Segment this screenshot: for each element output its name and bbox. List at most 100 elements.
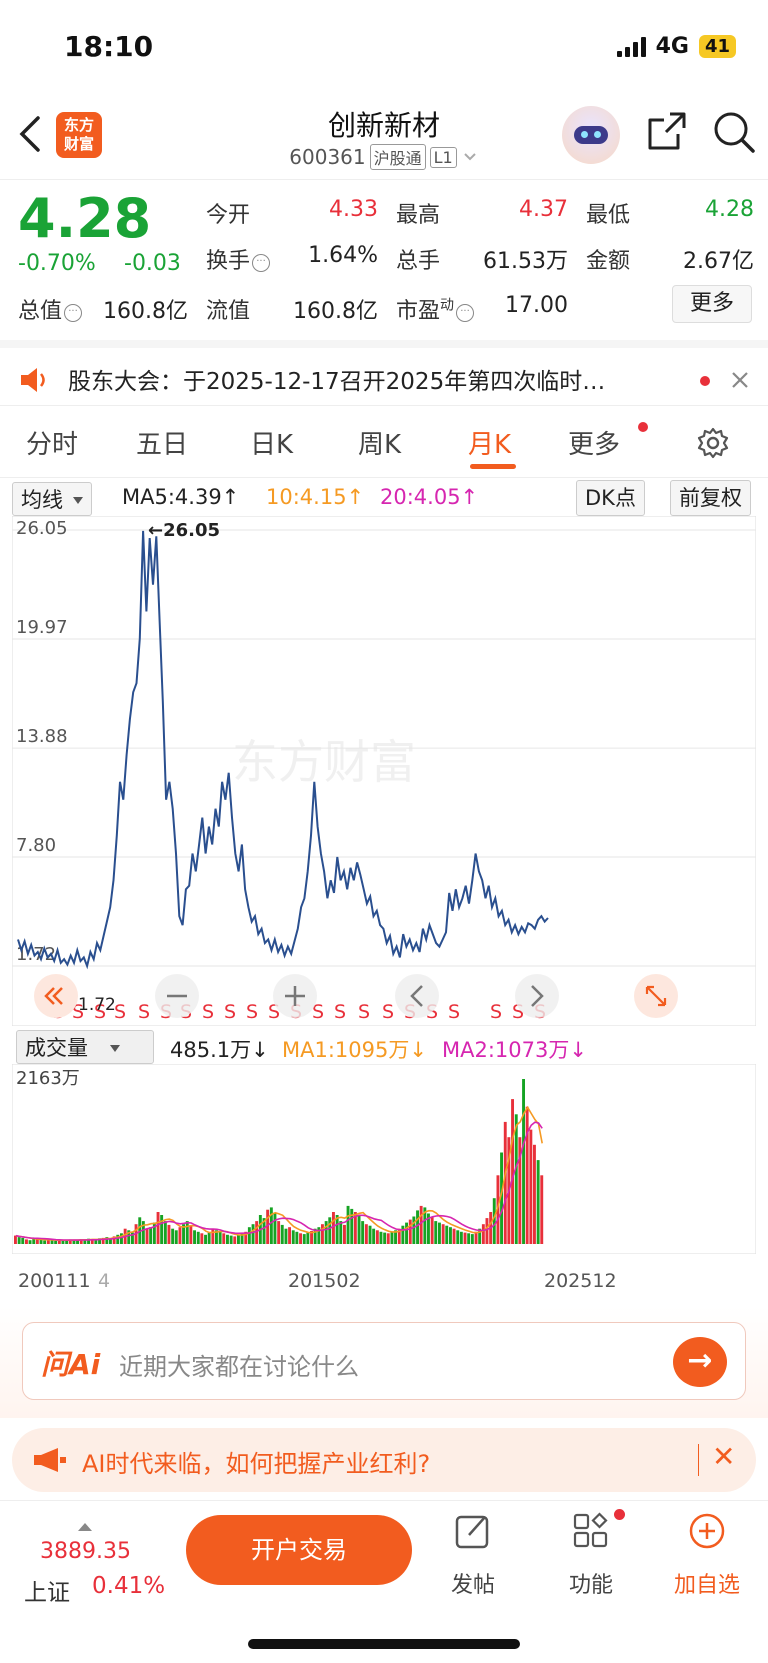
volume-bar bbox=[72, 1240, 76, 1244]
search-icon[interactable] bbox=[712, 110, 756, 154]
promo-divider bbox=[698, 1444, 699, 1476]
share-icon[interactable] bbox=[646, 110, 688, 152]
volume-bar bbox=[394, 1230, 397, 1244]
sell-marker: S bbox=[312, 1001, 324, 1023]
scroll-left-button[interactable] bbox=[34, 974, 78, 1018]
fullscreen-button[interactable] bbox=[634, 974, 678, 1018]
volume-bar bbox=[255, 1221, 259, 1244]
scroll-next-button[interactable] bbox=[515, 974, 559, 1018]
ai-ask-box[interactable]: 问Ai 近期大家都在讨论什么 → bbox=[22, 1322, 746, 1400]
announcement-bar[interactable]: 股东大会：于2025-12-17召开2025年第四次临时… bbox=[0, 340, 768, 406]
chevron-down-icon[interactable] bbox=[461, 151, 479, 163]
max-price-label: ←26.05 bbox=[148, 520, 220, 541]
volume-bar bbox=[156, 1212, 160, 1244]
volume-bar bbox=[310, 1231, 313, 1244]
arrow-right-icon[interactable]: → bbox=[673, 1337, 727, 1387]
volume-bar bbox=[379, 1231, 383, 1244]
scroll-prev-button[interactable] bbox=[395, 974, 439, 1018]
volume-bar bbox=[368, 1225, 372, 1244]
volume-bar bbox=[459, 1231, 463, 1244]
eastmoney-logo[interactable]: 东方 财富 bbox=[56, 112, 102, 158]
turnover-label: 换手 ··· bbox=[206, 243, 271, 275]
volume-ma1: MA1:1095万↓ bbox=[282, 1038, 427, 1062]
volume-bar bbox=[511, 1099, 514, 1244]
open-account-trade-button[interactable]: 开户交易 bbox=[186, 1515, 412, 1585]
sell-marker: S bbox=[448, 1001, 460, 1023]
adjust-toggle[interactable]: 前复权 bbox=[670, 480, 751, 516]
promo-banner[interactable]: AI时代来临，如何把握产业红利? ✕ bbox=[12, 1428, 756, 1492]
volume-select[interactable]: 成交量 bbox=[16, 1030, 154, 1064]
zoom-in-button[interactable] bbox=[273, 974, 317, 1018]
stock-code: 600361 bbox=[289, 145, 366, 169]
settings-gear-icon[interactable] bbox=[696, 426, 730, 460]
tab-weekly-k[interactable]: 周K bbox=[358, 430, 402, 460]
tab-more[interactable]: 更多 bbox=[568, 430, 621, 460]
plus-icon bbox=[285, 986, 305, 1006]
exchange-tag: 沪股通 bbox=[369, 144, 426, 170]
volume-bar bbox=[273, 1213, 277, 1244]
info-icon[interactable]: ··· bbox=[64, 304, 83, 322]
index-percent[interactable]: 0.41% bbox=[92, 1573, 166, 1599]
info-icon[interactable]: ··· bbox=[456, 304, 475, 322]
price-line bbox=[17, 530, 549, 970]
volume-bar bbox=[503, 1121, 507, 1244]
volume-chart[interactable]: 2163万 bbox=[12, 1064, 756, 1254]
amount-value: 2.67亿 bbox=[683, 249, 754, 274]
volume-bar bbox=[401, 1225, 405, 1244]
close-icon[interactable]: ✕ bbox=[712, 1440, 736, 1473]
volume-bar bbox=[328, 1217, 332, 1244]
low-value: 4.28 bbox=[705, 197, 754, 222]
volume-bar bbox=[204, 1234, 207, 1244]
home-indicator bbox=[248, 1639, 520, 1649]
volume-bar bbox=[529, 1129, 533, 1244]
tab-daily-k[interactable]: 日K bbox=[250, 430, 294, 460]
sell-marker: S bbox=[138, 1001, 150, 1023]
tab-intraday[interactable]: 分时 bbox=[26, 430, 79, 460]
zoom-out-button[interactable] bbox=[155, 974, 199, 1018]
volume-bar bbox=[423, 1207, 427, 1244]
volume-bar bbox=[332, 1212, 335, 1244]
volume-bar bbox=[25, 1239, 28, 1244]
last-price: 4.28 bbox=[18, 187, 152, 250]
index-value[interactable]: 3889.35 bbox=[40, 1539, 131, 1564]
volume-bar bbox=[163, 1221, 167, 1244]
volume-bar bbox=[317, 1227, 321, 1244]
dk-point-toggle[interactable]: DK点 bbox=[576, 480, 645, 516]
ai-robot-avatar[interactable] bbox=[562, 106, 620, 164]
volume-bar bbox=[324, 1221, 328, 1244]
info-icon[interactable]: ··· bbox=[252, 254, 271, 272]
more-button[interactable]: 更多 bbox=[672, 285, 752, 323]
back-arrow-icon[interactable] bbox=[16, 114, 46, 154]
volume-bar bbox=[269, 1207, 273, 1244]
volume-bar bbox=[247, 1227, 251, 1244]
volume-bar bbox=[361, 1221, 365, 1244]
volume-bar bbox=[478, 1228, 482, 1244]
sell-marker: S bbox=[490, 1001, 502, 1023]
function-button[interactable]: 功能 bbox=[546, 1511, 636, 1599]
volume-bar bbox=[17, 1237, 21, 1244]
tab-five-day[interactable]: 五日 bbox=[136, 430, 189, 460]
close-icon[interactable] bbox=[730, 370, 750, 390]
volume-value: 61.53万 bbox=[483, 249, 568, 274]
volume-bar bbox=[288, 1227, 291, 1244]
volume-bar bbox=[456, 1230, 460, 1244]
y-tick-label: 13.88 bbox=[16, 726, 68, 747]
double-chevron-left-icon bbox=[44, 987, 63, 1005]
volume-bar bbox=[215, 1230, 218, 1244]
x-label-end: 202512 bbox=[544, 1270, 617, 1292]
volume-bar bbox=[416, 1210, 419, 1244]
volume-bar bbox=[343, 1224, 346, 1244]
ma-select[interactable]: 均线 bbox=[12, 482, 92, 516]
x-label-small: 4 bbox=[98, 1270, 111, 1292]
stock-sub[interactable]: 600361 沪股通 L1 bbox=[0, 144, 768, 170]
tab-monthly-k[interactable]: 月K bbox=[468, 430, 512, 460]
function-dot bbox=[614, 1509, 625, 1520]
stock-name[interactable]: 创新新材 bbox=[327, 109, 440, 142]
volume-bar bbox=[171, 1228, 175, 1244]
add-watchlist-button[interactable]: 加自选 bbox=[662, 1511, 752, 1599]
volume-bar bbox=[536, 1160, 540, 1244]
post-button[interactable]: 发帖 bbox=[428, 1511, 518, 1599]
index-name[interactable]: 上证 bbox=[24, 1580, 70, 1606]
mktcap-label: 总值 ··· bbox=[18, 293, 83, 325]
